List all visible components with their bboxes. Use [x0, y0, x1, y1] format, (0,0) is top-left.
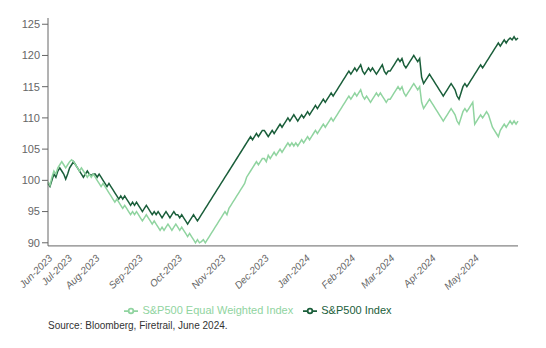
svg-text:125: 125	[22, 18, 40, 30]
svg-text:115: 115	[22, 81, 40, 93]
svg-text:Apr-2024: Apr-2024	[400, 252, 438, 290]
svg-text:Mar-2024: Mar-2024	[359, 252, 397, 290]
html-text:S&P500 Equal Weighted Index: S&P500 Equal Weighted Index	[142, 303, 294, 316]
svg-text:Jun-2023: Jun-2023	[17, 252, 55, 290]
svg-text:Sep-2023: Sep-2023	[106, 252, 145, 291]
svg-text:May-2024: May-2024	[442, 252, 482, 292]
svg-text:Dec-2023: Dec-2023	[232, 252, 271, 291]
svg-text:100: 100	[22, 174, 40, 186]
svg-text:Feb-2024: Feb-2024	[319, 252, 357, 290]
html-text:Source: Bloomberg, Firetrail,: Source: Bloomberg, Firetrail, June 2024.	[48, 320, 228, 331]
svg-text:Jan-2024: Jan-2024	[274, 252, 312, 290]
svg-text:Oct-2023: Oct-2023	[147, 252, 184, 289]
svg-text:120: 120	[22, 49, 40, 61]
svg-text:Jul-2023: Jul-2023	[39, 252, 75, 288]
svg-text:Aug-2023: Aug-2023	[62, 252, 101, 291]
svg-text:110: 110	[22, 112, 40, 124]
html-text:S&P500 Index: S&P500 Index	[321, 303, 392, 316]
svg-text:Nov-2023: Nov-2023	[189, 252, 228, 291]
svg-text:95: 95	[28, 205, 40, 217]
svg-text:105: 105	[22, 143, 40, 155]
svg-text:90: 90	[28, 237, 40, 249]
